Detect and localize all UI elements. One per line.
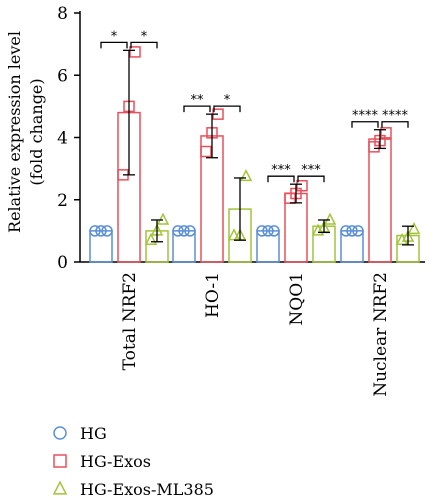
data-point <box>262 225 274 237</box>
data-point <box>340 225 352 237</box>
significance-label: **** <box>352 109 379 124</box>
data-point <box>256 225 268 237</box>
data-point <box>129 46 141 58</box>
data-point <box>156 212 170 225</box>
significance-label: *** <box>301 163 321 178</box>
legend-marker-circle <box>53 426 67 440</box>
y-tick-label: 2 <box>57 191 68 211</box>
significance-bracket <box>183 105 211 113</box>
data-point <box>368 141 380 153</box>
data-point <box>239 169 253 182</box>
legend-label: HG <box>80 424 107 443</box>
data-point <box>380 127 392 139</box>
significance-label: *** <box>271 163 291 178</box>
significance-label: **** <box>382 109 409 124</box>
significance-bracket <box>351 121 379 128</box>
bar-hg <box>172 230 196 263</box>
data-point <box>178 225 190 237</box>
data-point <box>346 225 358 237</box>
significance-label: * <box>141 29 148 44</box>
data-point <box>407 221 421 235</box>
legend: HG HG-Exos HG-Exos-ML385 <box>52 424 214 499</box>
data-point <box>352 225 364 237</box>
x-category-label: HO-1 <box>203 272 223 318</box>
y-axis-title-line1: Relative expression level <box>5 31 24 233</box>
y-tick-label: 6 <box>57 66 68 86</box>
y-axis-title: Relative expression level (fold change) <box>5 31 46 233</box>
data-point <box>89 225 101 237</box>
data-point <box>200 145 212 158</box>
significance-label: ** <box>191 93 205 108</box>
significance-bracket <box>297 175 325 183</box>
data-point <box>101 225 113 237</box>
y-tick-label: 4 <box>57 129 68 149</box>
y-axis-title-line2: (fold change) <box>27 78 46 185</box>
data-point <box>172 225 184 237</box>
data-point <box>323 212 337 225</box>
data-point <box>144 232 158 245</box>
significance-bracket <box>130 41 158 49</box>
significance-bracket <box>267 175 295 183</box>
x-category-label: Nuclear NRF2 <box>371 272 391 397</box>
x-category-label: Total NRF2 <box>120 272 140 370</box>
significance-bracket <box>100 41 128 49</box>
data-point <box>268 225 280 237</box>
significance-label: * <box>111 29 118 44</box>
legend-label: HG-Exos-ML385 <box>80 480 214 499</box>
data-point <box>95 225 107 237</box>
data-point <box>296 179 308 192</box>
bar-hg <box>89 230 113 263</box>
legend-marker-square <box>53 454 67 468</box>
bar-hg-exos <box>368 138 392 263</box>
data-point <box>184 225 196 237</box>
y-tick-label: 8 <box>57 4 68 24</box>
x-category-label: NQO1 <box>287 272 307 326</box>
y-tick-label: 0 <box>57 253 68 273</box>
significance-bracket <box>381 121 409 128</box>
significance-bracket <box>213 105 241 113</box>
significance-label: * <box>224 93 231 108</box>
legend-marker-triangle <box>52 480 68 495</box>
bar-hg <box>256 230 280 263</box>
bar-hg <box>340 230 364 263</box>
legend-label: HG-Exos <box>80 452 151 471</box>
